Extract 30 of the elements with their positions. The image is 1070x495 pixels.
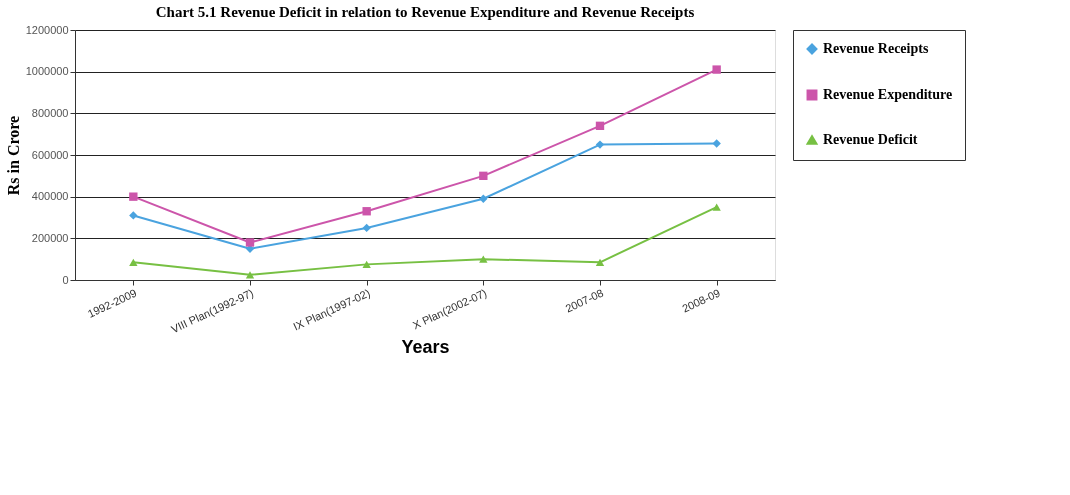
point — [712, 203, 721, 211]
point — [479, 255, 488, 263]
legend-label: Revenue Receipts — [823, 41, 929, 56]
y-tick-label: 1200000 — [25, 23, 69, 36]
legend-label: Revenue Expenditure — [823, 87, 953, 102]
point — [245, 271, 255, 279]
point — [362, 223, 371, 233]
x-axis-title: Years — [401, 337, 450, 358]
point — [595, 258, 605, 266]
y-tick-label: 800000 — [31, 106, 69, 119]
point — [712, 139, 721, 148]
y-axis-title: Rs in Crore — [4, 115, 22, 196]
point — [479, 194, 488, 203]
point — [595, 121, 605, 131]
y-tick-label: 0 — [62, 273, 69, 286]
point — [362, 260, 371, 268]
chart-title: Chart 5.1 Revenue Deficit in relation to Revenue Expenditure and Revenue Receipts — [155, 4, 695, 20]
point — [712, 65, 721, 74]
y-tick-label: 1000000 — [25, 65, 69, 78]
point — [129, 211, 138, 220]
y-tick-label: 400000 — [31, 190, 69, 203]
y-tick-label: 600000 — [31, 148, 69, 161]
point — [129, 258, 138, 266]
y-tick-label: 200000 — [31, 231, 69, 244]
point — [479, 171, 488, 181]
point — [129, 192, 138, 201]
point — [595, 140, 605, 149]
legend-label: Revenue Deficit — [823, 132, 918, 147]
point — [245, 238, 255, 247]
point — [362, 207, 371, 216]
